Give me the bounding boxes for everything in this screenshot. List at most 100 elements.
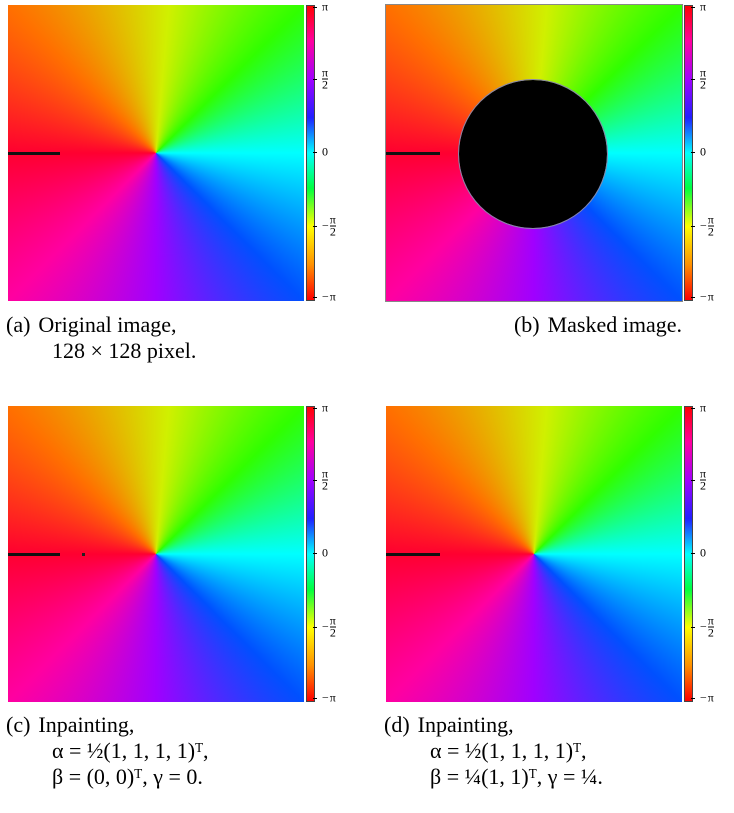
tick-numerator: π — [322, 466, 329, 480]
colorbar-tick-label: − π 2 — [700, 613, 714, 639]
colorbar-tick-label: − π 2 — [322, 613, 336, 639]
tick-denominator: 2 — [322, 478, 329, 492]
tick-numerator: π — [329, 613, 336, 627]
caption-line: α = ½(1, 1, 1, 1)ᵀ, — [384, 738, 603, 764]
colorbar-tick — [691, 626, 695, 628]
colorbar-tick — [313, 479, 317, 481]
tick-value: 0 — [322, 144, 328, 159]
tick-denominator: 2 — [700, 77, 707, 91]
mask-region — [458, 79, 608, 229]
tick-numerator: π — [707, 613, 714, 627]
colorbar — [306, 5, 315, 301]
caption-line: 128 × 128 pixel. — [6, 338, 196, 364]
colorbar-tick-label: π — [700, 401, 706, 416]
colorbar-tick — [313, 553, 317, 554]
tick-sign: − — [322, 619, 329, 633]
colorbar-tick-label: − π — [322, 691, 336, 706]
caption-text: β = ¼(1, 1)ᵀ, γ = ¼. — [430, 764, 603, 789]
caption-text: α = ½(1, 1, 1, 1)ᵀ, — [430, 738, 587, 763]
colorbar-tick — [313, 225, 317, 227]
colorbar-tick-label: π — [700, 0, 706, 15]
tick-value: π — [322, 0, 329, 14]
colorbar-tick — [313, 408, 317, 409]
colorbar-tick — [691, 78, 695, 80]
caption-line: (d) Inpainting, — [384, 712, 603, 738]
caption-text: 128 × 128 pixel. — [52, 338, 197, 363]
branch-cut — [386, 553, 440, 556]
colorbar-tick-label: − π — [322, 290, 336, 305]
colorbar-tick — [691, 479, 695, 481]
tick-value: π — [329, 289, 336, 304]
artifact-dot — [82, 553, 85, 556]
colorbar-tick — [313, 297, 317, 298]
tick-value: π — [707, 690, 714, 705]
colorbar-tick — [691, 225, 695, 227]
caption-label: (a) — [6, 312, 31, 337]
tick-denominator: 2 — [329, 625, 336, 639]
phase-image — [386, 406, 682, 702]
caption-text: β = (0, 0)ᵀ, γ = 0. — [52, 764, 203, 789]
colorbar-tick — [313, 626, 317, 628]
tick-value: 0 — [700, 144, 706, 159]
tick-denominator: 2 — [707, 224, 714, 238]
colorbar-tick — [313, 7, 317, 8]
tick-numerator: π — [707, 212, 714, 226]
tick-sign: − — [700, 218, 707, 232]
tick-value: π — [329, 690, 336, 705]
colorbar-tick-label: − π 2 — [700, 212, 714, 238]
tick-sign: − — [700, 690, 707, 705]
tick-value: π — [700, 0, 707, 14]
caption-text: α = ½(1, 1, 1, 1)ᵀ, — [52, 738, 209, 763]
phase-image — [385, 4, 683, 302]
tick-sign: − — [322, 218, 329, 232]
tick-sign: − — [322, 690, 329, 705]
colorbar-tick-label: 0 — [700, 546, 706, 561]
tick-sign: − — [700, 619, 707, 633]
colorbar-tick-label: − π 2 — [322, 212, 336, 238]
tick-denominator: 2 — [329, 224, 336, 238]
colorbar-tick-label: π — [322, 0, 328, 15]
tick-numerator: π — [322, 65, 329, 79]
caption-label: (d) — [384, 712, 410, 737]
caption-text: Inpainting, — [417, 712, 514, 737]
phase-image — [8, 5, 304, 301]
colorbar-tick — [691, 408, 695, 409]
tick-value: 0 — [322, 545, 328, 560]
colorbar — [684, 406, 693, 702]
caption-text: Inpainting, — [38, 712, 135, 737]
caption-label: (c) — [6, 712, 31, 737]
colorbar-tick — [313, 698, 317, 699]
colorbar-tick — [691, 297, 695, 298]
colorbar-tick-label: 0 — [700, 145, 706, 160]
colorbar-tick — [691, 698, 695, 699]
caption-line: (c) Inpainting, — [6, 712, 209, 738]
tick-value: 0 — [700, 545, 706, 560]
branch-cut — [386, 152, 440, 155]
tick-sign: − — [700, 289, 707, 304]
colorbar — [306, 406, 315, 702]
colorbar-tick-label: 0 — [322, 145, 328, 160]
caption-line: (b) Masked image. — [514, 312, 682, 338]
caption-line: (a) Original image, — [6, 312, 196, 338]
tick-denominator: 2 — [322, 77, 329, 91]
tick-numerator: π — [329, 212, 336, 226]
colorbar — [684, 5, 693, 301]
caption-text: Original image, — [38, 312, 177, 337]
colorbar-tick-label: − π — [700, 290, 714, 305]
tick-numerator: π — [700, 65, 707, 79]
tick-value: π — [322, 400, 329, 415]
colorbar-tick — [313, 152, 317, 153]
caption-text: Masked image. — [547, 312, 682, 337]
colorbar-tick-label: 0 — [322, 546, 328, 561]
tick-denominator: 2 — [707, 625, 714, 639]
branch-cut — [8, 152, 60, 155]
colorbar-tick — [691, 152, 695, 153]
